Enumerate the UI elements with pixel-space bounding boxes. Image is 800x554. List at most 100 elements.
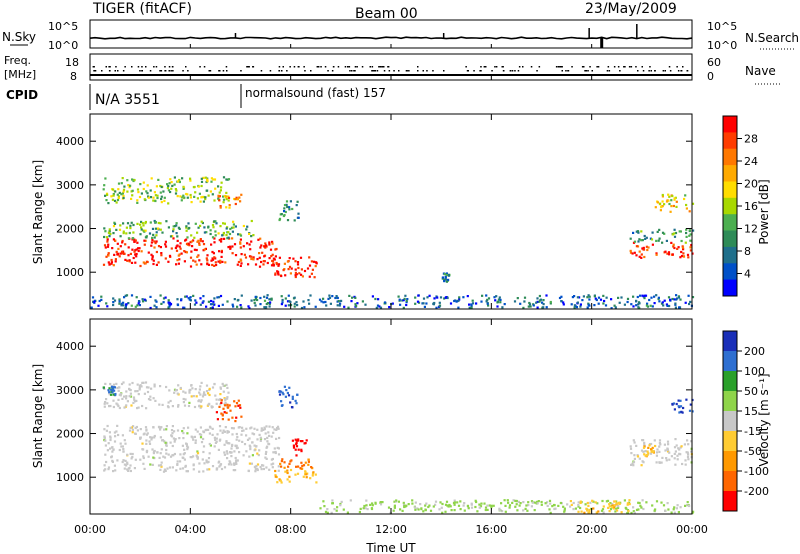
heatmap-cell <box>203 391 206 394</box>
heatmap-cell <box>219 225 222 228</box>
heatmap-cell <box>122 196 125 200</box>
heatmap-cell <box>655 500 659 503</box>
nave-dot <box>383 70 386 72</box>
heatmap-cell <box>167 401 170 404</box>
heatmap-cell <box>221 234 224 237</box>
heatmap-cell <box>254 470 257 473</box>
heatmap-cell <box>592 507 595 510</box>
heatmap-cell <box>534 501 537 504</box>
cpid-entry-1: N/A 3551 <box>95 92 160 108</box>
nave-dot <box>387 66 390 68</box>
heatmap-cell <box>281 301 284 304</box>
heatmap-cell <box>134 239 137 242</box>
heatmap-cell <box>128 395 131 398</box>
heatmap-cell <box>631 252 634 255</box>
heatmap-cell <box>444 510 447 513</box>
heatmap-cell <box>671 253 674 256</box>
heatmap-cell <box>246 438 250 441</box>
heatmap-cell <box>237 298 240 302</box>
heatmap-cell <box>608 503 611 506</box>
heatmap-cell <box>633 454 636 457</box>
heatmap-cell <box>293 219 296 222</box>
nave-dot <box>555 66 558 68</box>
heatmap-cell <box>169 399 172 403</box>
heatmap-cell <box>675 200 678 203</box>
heatmap-cell <box>105 302 108 305</box>
heatmap-cell <box>665 303 668 306</box>
heatmap-cell <box>130 197 133 200</box>
heatmap-cell <box>233 298 236 301</box>
nave-dot <box>289 66 291 68</box>
heatmap-cell <box>684 463 687 466</box>
heatmap-cell <box>170 435 174 438</box>
heatmap-cell <box>284 470 287 473</box>
heatmap-cell <box>113 222 117 225</box>
heatmap-cell <box>150 241 153 244</box>
heatmap-cell <box>383 301 387 304</box>
nave-dot <box>347 66 349 68</box>
heatmap-cell <box>118 298 121 301</box>
heatmap-cell <box>226 396 229 399</box>
heatmap-cell <box>154 227 158 230</box>
heatmap-cell <box>137 249 140 253</box>
heatmap-cell <box>379 306 383 309</box>
heatmap-cell <box>296 393 299 396</box>
heatmap-cell <box>626 300 629 304</box>
heatmap-cell <box>227 195 230 198</box>
heatmap-cell <box>240 294 243 297</box>
heatmap-cell <box>667 199 670 202</box>
nave-dot <box>344 66 347 68</box>
heatmap-cell <box>268 425 271 428</box>
heatmap-cell <box>170 181 173 184</box>
heatmap-cell <box>632 231 635 234</box>
heatmap-cell <box>203 231 206 234</box>
heatmap-cell <box>112 470 115 473</box>
heatmap-cell <box>215 263 218 267</box>
nave-dot <box>351 70 353 72</box>
heatmap-cell <box>655 253 658 256</box>
heatmap-cell <box>118 448 121 452</box>
heatmap-cell <box>173 440 176 443</box>
heatmap-cell <box>143 298 146 301</box>
heatmap-cell <box>159 468 162 471</box>
heatmap-cell <box>253 444 256 447</box>
heatmap-cell <box>281 391 284 394</box>
heatmap-cell <box>219 429 222 432</box>
heatmap-cell <box>148 442 152 445</box>
heatmap-cell <box>226 431 229 434</box>
heatmap-cell <box>614 510 617 513</box>
colorbar-swatch <box>723 197 737 215</box>
heatmap-cell <box>508 506 511 509</box>
heatmap-cell <box>617 505 620 508</box>
heatmap-cell <box>597 296 601 299</box>
heatmap-cell <box>686 455 690 458</box>
heatmap-cell <box>200 177 203 180</box>
heatmap-cell <box>235 416 238 419</box>
heatmap-cell <box>112 188 115 191</box>
heatmap-cell <box>513 300 517 303</box>
heatmap-cell <box>247 305 250 308</box>
heatmap-cell <box>548 499 552 502</box>
heatmap-cell <box>664 250 667 253</box>
nave-dot <box>617 66 620 68</box>
heatmap-cell <box>347 306 350 309</box>
heatmap-cell <box>691 410 694 413</box>
heatmap-cell <box>676 454 679 457</box>
heatmap-cell <box>658 450 661 453</box>
heatmap-cell <box>194 222 197 225</box>
heatmap-cell <box>162 455 165 458</box>
heatmap-cell <box>150 387 153 390</box>
heatmap-cell <box>226 226 229 229</box>
heatmap-cell <box>443 273 446 276</box>
heatmap-cell <box>570 503 573 506</box>
heatmap-cell <box>262 464 265 467</box>
heatmap-cell <box>670 511 673 514</box>
heatmap-cell <box>594 297 597 300</box>
heatmap-cell <box>626 512 629 515</box>
heatmap-cell <box>397 500 400 503</box>
heatmap-cell <box>168 182 171 185</box>
heatmap-cell <box>577 501 580 504</box>
heatmap-cell <box>116 424 119 427</box>
nave-dot <box>225 66 228 68</box>
heatmap-cell <box>215 402 218 405</box>
